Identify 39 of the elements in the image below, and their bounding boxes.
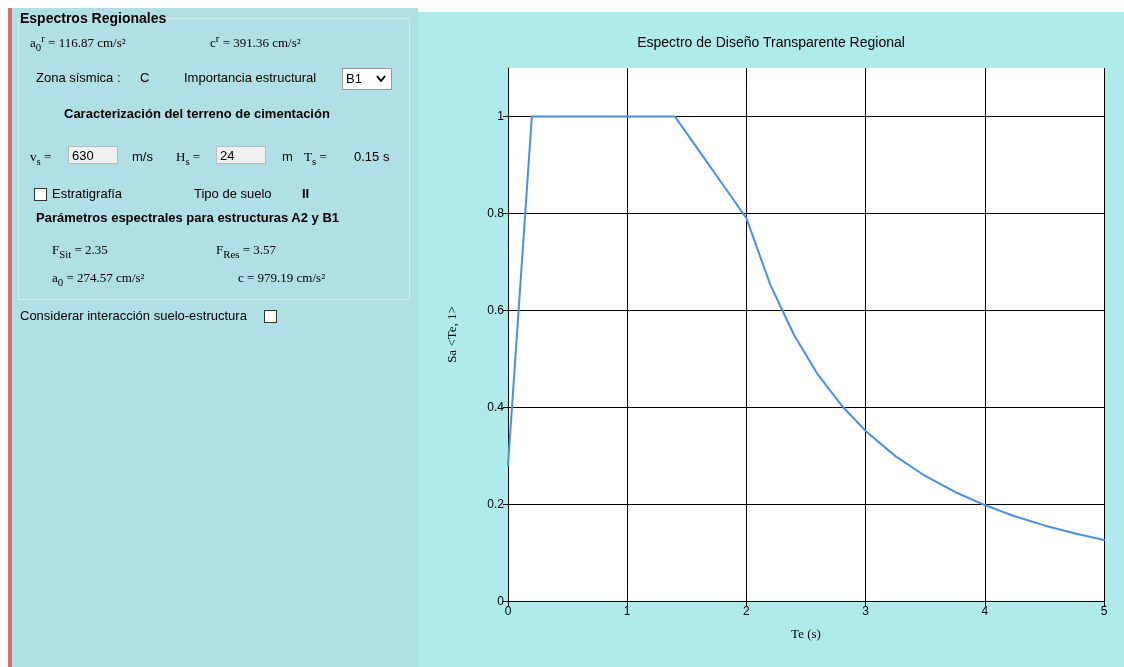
text: T$_{s}$ = — [304, 149, 327, 167]
text: a$_{0}$ = 274.57 cm/s² — [52, 270, 145, 288]
text: c$^{r}$ = 391.36 cm/s² — [210, 32, 301, 52]
y-axis-title: Sa <Te, 1> — [444, 306, 459, 363]
text: C — [140, 70, 150, 85]
text: Parámetros espectrales para estructuras A2 y B1 — [36, 210, 340, 225]
text: II — [302, 186, 310, 201]
text: Estratigrafía — [52, 186, 123, 201]
text: m — [282, 149, 293, 164]
y-tick-label: 1 — [497, 109, 505, 124]
text: Tipo de suelo — [194, 186, 272, 201]
text: c = 979.19 cm/s² — [238, 270, 326, 286]
text: Considerar interacción suelo-estructura — [20, 308, 247, 323]
x-tick-label: 3 — [862, 604, 870, 618]
text: Espectros Regionales — [20, 10, 167, 26]
x-axis-title: Te (s) — [791, 626, 821, 641]
text: F$_{Sit}$ = 2.35 — [52, 242, 108, 260]
text: B1 — [342, 68, 392, 90]
text: v$_{s}$ = — [30, 149, 52, 167]
text: a$_{0}$$^{r}$ = 116.87 cm/s² — [30, 32, 126, 53]
chart-title: Espectro de Diseño Transparente Regional — [637, 34, 905, 50]
text: 630 — [68, 146, 118, 164]
y-tick-label: 0.6 — [487, 303, 505, 318]
text: Importancia estructural — [184, 70, 317, 85]
x-tick-label: 1 — [623, 604, 631, 618]
x-tick-label: 4 — [981, 604, 989, 618]
text: m/s — [132, 149, 153, 164]
x-tick-label: 5 — [1100, 604, 1108, 618]
text: H$_{s}$ = — [176, 149, 201, 167]
text: Caracterización del terreno de cimentación — [64, 106, 330, 121]
text: 0.15 s — [354, 149, 390, 164]
x-tick-label: 2 — [743, 604, 751, 618]
text: Zona sísmica : — [36, 70, 121, 85]
text: 24 — [216, 146, 266, 164]
y-tick-label: 0 — [497, 594, 505, 608]
y-tick-label: 0.4 — [487, 400, 505, 415]
y-tick-label: 0.8 — [487, 206, 505, 221]
text: F$_{Res}$ = 3.57 — [216, 242, 277, 260]
y-tick-label: 0.2 — [487, 497, 505, 512]
